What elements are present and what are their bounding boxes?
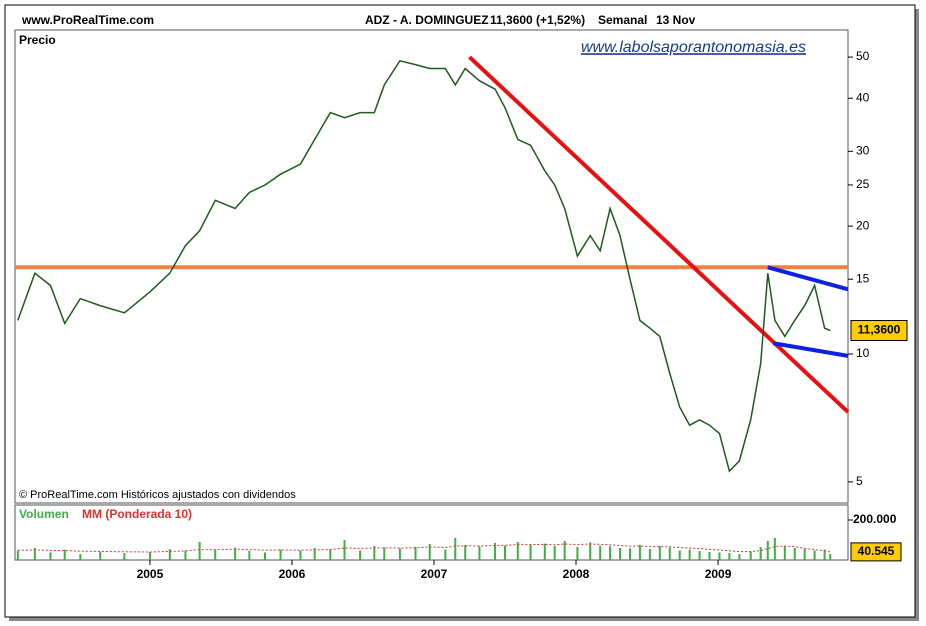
volume-bar (478, 546, 481, 560)
volume-bar (184, 550, 187, 560)
volume-bar (766, 541, 769, 560)
trendline (468, 55, 850, 414)
volume-bar (198, 542, 201, 560)
volume-bar (63, 549, 66, 560)
y-tick-label: 15 (856, 271, 870, 285)
volume-bar (464, 545, 467, 560)
volume-bar (313, 548, 316, 560)
volume-bar (803, 549, 806, 560)
volume-bar (234, 547, 237, 560)
volume-bar (728, 553, 731, 560)
volume-bar (628, 548, 631, 560)
volume-bar (516, 542, 519, 560)
copyright: © ProRealTime.com Históricos ajustados c… (19, 489, 296, 501)
volume-bar (589, 542, 592, 560)
volume-bar (248, 551, 251, 560)
volume-bar (329, 549, 332, 560)
x-tick-label: 2006 (279, 567, 306, 581)
volume-bar (718, 552, 721, 560)
header-instrument: ADZ - A. DOMINGUEZ (365, 13, 489, 27)
volume-bar (543, 543, 546, 560)
y-tick-label: 20 (856, 218, 870, 232)
volume-bar (599, 545, 602, 560)
x-tick-label: 2009 (705, 567, 732, 581)
volume-bar (444, 549, 447, 560)
volume-bar (33, 548, 36, 560)
header-period: Semanal (598, 13, 647, 27)
volume-bar (698, 551, 701, 560)
volume-bar (299, 550, 302, 560)
volume-bar (383, 547, 386, 560)
trendline (773, 341, 849, 358)
volume-bar (263, 552, 266, 560)
volume-bar (373, 546, 376, 560)
last-value-label: 11,3600 (858, 323, 901, 337)
y-tick-label: 40 (856, 90, 870, 104)
last-value-box (850, 319, 908, 341)
volume-bar (648, 549, 651, 560)
volume-bar (16, 551, 19, 560)
legend-mm: MM (Ponderada 10) (82, 507, 192, 521)
volume-bar (749, 551, 752, 560)
volume-bar (773, 538, 776, 560)
volume-bar (688, 549, 691, 560)
y-tick-label: 5 (856, 474, 863, 488)
x-tick-label: 2008 (563, 567, 590, 581)
volume-bar (49, 552, 52, 560)
volume-bar (738, 554, 741, 560)
volume-last-box (850, 542, 902, 562)
watermark: www.labolsaporantonomasia.es (581, 39, 806, 56)
volume-bar (414, 547, 417, 560)
header-change: 11,3600 (+1,52%) (490, 13, 585, 27)
mm-line (17, 543, 831, 553)
volume-bar (759, 547, 762, 560)
volume-bar (504, 545, 506, 560)
price-line (17, 59, 831, 473)
volume-bar (829, 554, 832, 560)
volume-bar (214, 550, 217, 560)
y-tick-label: 30 (856, 143, 870, 157)
volume-bar (454, 538, 457, 560)
volume-bar (494, 543, 497, 560)
volume-bar (279, 549, 282, 560)
volume-bar (609, 546, 612, 560)
volume-bar (563, 541, 566, 560)
volume-bar (148, 552, 151, 560)
volume-bar (576, 547, 579, 560)
volume-panel (14, 504, 849, 561)
y-tick-label: 50 (856, 49, 870, 63)
x-tick-label: 2007 (421, 567, 448, 581)
volume-bar (668, 547, 671, 560)
volume-bar (428, 544, 431, 560)
volume-bar (398, 548, 401, 560)
volume-bar (99, 551, 102, 560)
volume-bar (619, 548, 622, 560)
volume-bar (359, 550, 362, 560)
volume-bar (553, 546, 556, 560)
volume-bar (708, 552, 711, 560)
y-label: Precio (19, 33, 56, 47)
legend-volume: Volumen (19, 507, 69, 521)
volume-bar (638, 545, 641, 560)
volume-bar (79, 554, 82, 560)
volume-last-label: 40.545 (858, 544, 895, 558)
volume-bar (343, 540, 346, 560)
volume-bar (168, 549, 171, 560)
volume-bar (678, 550, 681, 560)
volume-bar (783, 546, 786, 560)
volume-bar (793, 548, 796, 560)
volume-bar (823, 549, 826, 560)
header-date: 13 Nov (656, 13, 696, 27)
y-tick-label: 10 (856, 346, 870, 360)
y-tick-label: 25 (856, 177, 870, 191)
volume-bar (529, 544, 532, 560)
volume-bar (813, 550, 816, 560)
volume-bar (658, 546, 661, 560)
volume-tick-label: 200.000 (853, 512, 897, 526)
x-tick-label: 2005 (137, 567, 164, 581)
volume-bar (123, 553, 126, 560)
header-site: www.ProRealTime.com (21, 13, 154, 27)
trendline (767, 265, 849, 292)
